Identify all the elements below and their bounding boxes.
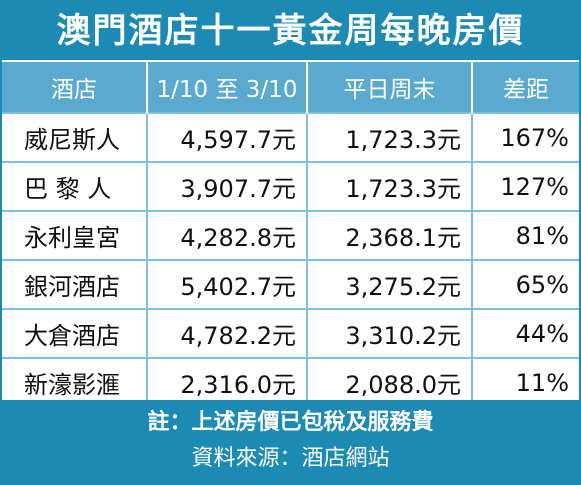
table-cell: 2,088.0元: [306, 357, 473, 408]
column-header: 平日周末: [306, 60, 472, 113]
table-cell: 167%: [471, 112, 579, 163]
note: 註：上述房價已包稅及服務費: [147, 410, 434, 435]
table-cell: 3,275.2元: [306, 259, 473, 310]
table-cell: 81%: [471, 210, 579, 261]
table-cell: 4,282.8元: [146, 210, 308, 261]
footer: 註：上述房價已包稅及服務費 資料來源：酒店網站: [2, 400, 579, 483]
table-cell: 3,310.2元: [306, 308, 473, 359]
table-cell: 永利皇宮: [2, 210, 148, 261]
table-cell: 3,907.7元: [146, 161, 308, 212]
table-cell: 大倉酒店: [2, 308, 148, 359]
price-table: 酒店 1/10 至 3/10 平日周末 差距 威尼斯人 4,597.7元 1,723.3元…: [2, 60, 579, 408]
table-row: 新濠影滙 2,316.0元 2,088.0元 11%: [2, 357, 579, 408]
table-cell: 新濠影滙: [2, 357, 148, 408]
table-cell: 巴 黎 人: [2, 161, 148, 212]
table-cell: 銀河酒店: [2, 259, 148, 310]
table-body: 威尼斯人 4,597.7元 1,723.3元 167% 巴 黎 人 3,907.7元 1,7…: [2, 112, 579, 408]
table-cell: 4,782.2元: [146, 308, 308, 359]
table-cell: 2,368.1元: [306, 210, 473, 261]
title: 澳門酒店十一黃金周每晚房價: [2, 2, 579, 60]
table-cell: 2,316.0元: [146, 357, 308, 408]
table-row: 巴 黎 人 3,907.7元 1,723.3元 127%: [2, 161, 579, 212]
table-row: 威尼斯人 4,597.7元 1,723.3元 167%: [2, 112, 579, 163]
table-cell: 127%: [471, 161, 579, 212]
table-cell: 1,723.3元: [306, 161, 473, 212]
table-cell: 5,402.7元: [146, 259, 308, 310]
table-cell: 44%: [471, 308, 579, 359]
table-cell: 11%: [471, 357, 579, 408]
column-header: 酒店: [2, 60, 147, 113]
table-cell: 1,723.3元: [306, 112, 473, 163]
column-header: 1/10 至 3/10: [146, 60, 307, 113]
column-header: 差距: [471, 60, 579, 113]
source: 資料來源：酒店網站: [191, 446, 390, 471]
table-row: 銀河酒店 5,402.7元 3,275.2元 65%: [2, 259, 579, 310]
table-cell: 65%: [471, 259, 579, 310]
table-cell: 威尼斯人: [2, 112, 148, 163]
table-row: 永利皇宮 4,282.8元 2,368.1元 81%: [2, 210, 579, 261]
table-row: 大倉酒店 4,782.2元 3,310.2元 44%: [2, 308, 579, 359]
header-row: 酒店 1/10 至 3/10 平日周末 差距: [2, 60, 579, 113]
table-cell: 4,597.7元: [146, 112, 308, 163]
